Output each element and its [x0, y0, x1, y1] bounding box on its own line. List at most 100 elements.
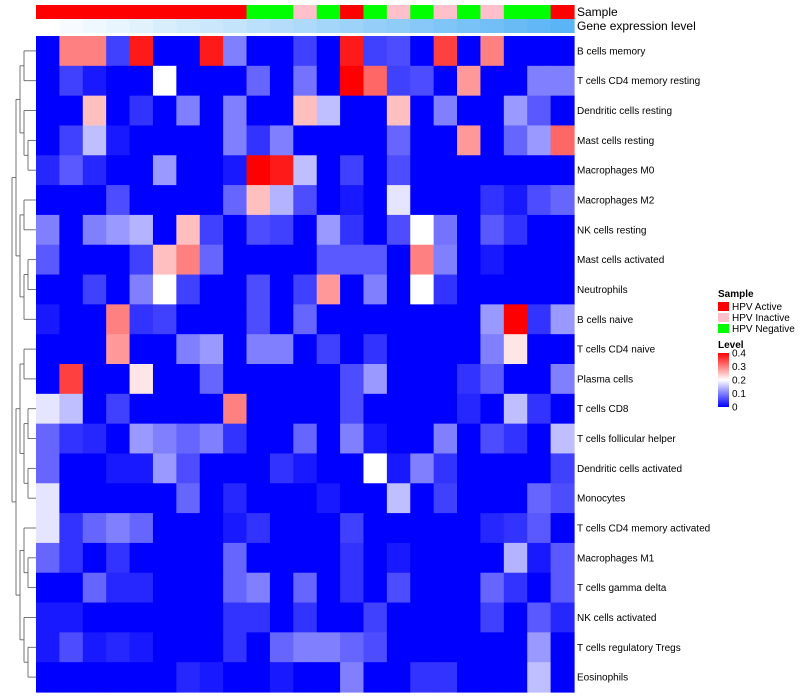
- heatmap-cell: [152, 244, 177, 276]
- heatmap-cell: [223, 125, 248, 156]
- annotation-label-sample: Sample: [577, 5, 618, 19]
- heatmap-cell: [176, 274, 201, 305]
- heatmap-cell: [36, 393, 60, 425]
- heatmap-cell: [363, 602, 388, 633]
- heatmap-cell: [503, 453, 528, 484]
- row-label: B cells naive: [577, 315, 634, 326]
- heatmap-cell: [316, 214, 341, 246]
- heatmap-cell: [527, 662, 552, 693]
- heatmap-cell: [59, 364, 84, 395]
- heatmap-cell: [340, 125, 365, 156]
- sample-annotation-cell: [59, 5, 84, 19]
- heatmap-cell: [410, 393, 435, 425]
- heatmap-cell: [246, 334, 271, 365]
- heatmap-cell: [59, 572, 84, 604]
- heatmap-cell: [527, 214, 552, 246]
- row-label: Mast cells activated: [577, 255, 664, 266]
- heatmap-cell: [199, 364, 224, 395]
- heatmap-cell: [106, 393, 131, 425]
- heatmap-cell: [340, 36, 365, 67]
- heatmap-cell: [316, 572, 341, 604]
- heatmap-cell: [457, 542, 482, 574]
- sample-annotation-cell: [152, 5, 177, 19]
- heatmap-cell: [223, 185, 248, 216]
- heatmap-cell: [503, 274, 528, 305]
- heatmap-cell: [340, 244, 365, 276]
- heatmap-cell: [106, 125, 131, 156]
- heatmap-cell: [386, 95, 411, 127]
- heatmap-cell: [176, 125, 201, 156]
- heatmap-cell: [550, 95, 575, 127]
- heatmap-cell: [433, 334, 458, 365]
- heatmap-cell: [503, 632, 528, 663]
- heatmap-cell: [246, 244, 271, 276]
- expression-annotation-cell: [410, 19, 435, 33]
- heatmap-cell: [36, 632, 60, 663]
- heatmap-cell: [269, 602, 294, 633]
- heatmap-cell: [293, 95, 318, 127]
- heatmap-cell: [340, 95, 365, 127]
- heatmap-cell: [269, 364, 294, 395]
- heatmap-cell: [316, 185, 341, 216]
- heatmap-cell: [223, 572, 248, 604]
- heatmap-cell: [316, 36, 341, 67]
- heatmap-cell: [386, 453, 411, 484]
- heatmap-cell: [59, 393, 84, 425]
- heatmap-cell: [223, 453, 248, 484]
- legend-sample-swatch: [718, 302, 729, 311]
- heatmap-cell: [176, 483, 201, 514]
- heatmap-cell: [527, 95, 552, 127]
- heatmap-cell: [340, 602, 365, 633]
- heatmap-cell: [176, 304, 201, 335]
- heatmap-cell: [480, 36, 505, 67]
- heatmap-cell: [340, 632, 365, 663]
- heatmap-cell: [363, 393, 388, 425]
- heatmap-cell: [246, 393, 271, 425]
- heatmap-cell: [152, 513, 177, 544]
- legend-level-tick: 0.2: [732, 376, 746, 387]
- heatmap-cell: [550, 334, 575, 365]
- heatmap-cell: [340, 65, 365, 97]
- heatmap-cell: [246, 542, 271, 574]
- heatmap-cell: [527, 185, 552, 216]
- heatmap-cell: [269, 542, 294, 574]
- row-label: Monocytes: [577, 494, 625, 505]
- heatmap-cell: [293, 155, 318, 186]
- expression-annotation-cell: [176, 19, 201, 33]
- heatmap-cell: [550, 244, 575, 276]
- heatmap-cell: [223, 542, 248, 574]
- heatmap-cell: [550, 274, 575, 305]
- heatmap-cell: [223, 393, 248, 425]
- expression-annotation-cell: [527, 19, 552, 33]
- heatmap-cell: [106, 274, 131, 305]
- legend-level-colorbar: [718, 353, 729, 407]
- heatmap-cell: [293, 274, 318, 305]
- sample-annotation-cell: [129, 5, 154, 19]
- heatmap-cell: [106, 423, 131, 455]
- row-label: Macrophages M0: [577, 166, 655, 177]
- heatmap-cell: [550, 483, 575, 514]
- heatmap-cell: [503, 334, 528, 365]
- heatmap-cell: [410, 334, 435, 365]
- heatmap-cells: [36, 36, 575, 693]
- heatmap-cell: [269, 185, 294, 216]
- heatmap-cell: [527, 244, 552, 276]
- heatmap-cell: [386, 632, 411, 663]
- heatmap-cell: [269, 95, 294, 127]
- heatmap-cell: [340, 364, 365, 395]
- heatmap-cell: [386, 244, 411, 276]
- expression-annotation-cell: [433, 19, 458, 33]
- heatmap-cell: [503, 483, 528, 514]
- heatmap-cell: [246, 423, 271, 455]
- heatmap-cell: [293, 632, 318, 663]
- heatmap-cell: [433, 483, 458, 514]
- heatmap-cell: [480, 483, 505, 514]
- heatmap-cell: [503, 662, 528, 693]
- heatmap-cell: [293, 572, 318, 604]
- heatmap-cell: [223, 423, 248, 455]
- heatmap-cell: [36, 185, 60, 216]
- heatmap-cell: [129, 36, 154, 67]
- sample-annotation-cell: [223, 5, 248, 19]
- heatmap-cell: [223, 65, 248, 97]
- heatmap-cell: [527, 393, 552, 425]
